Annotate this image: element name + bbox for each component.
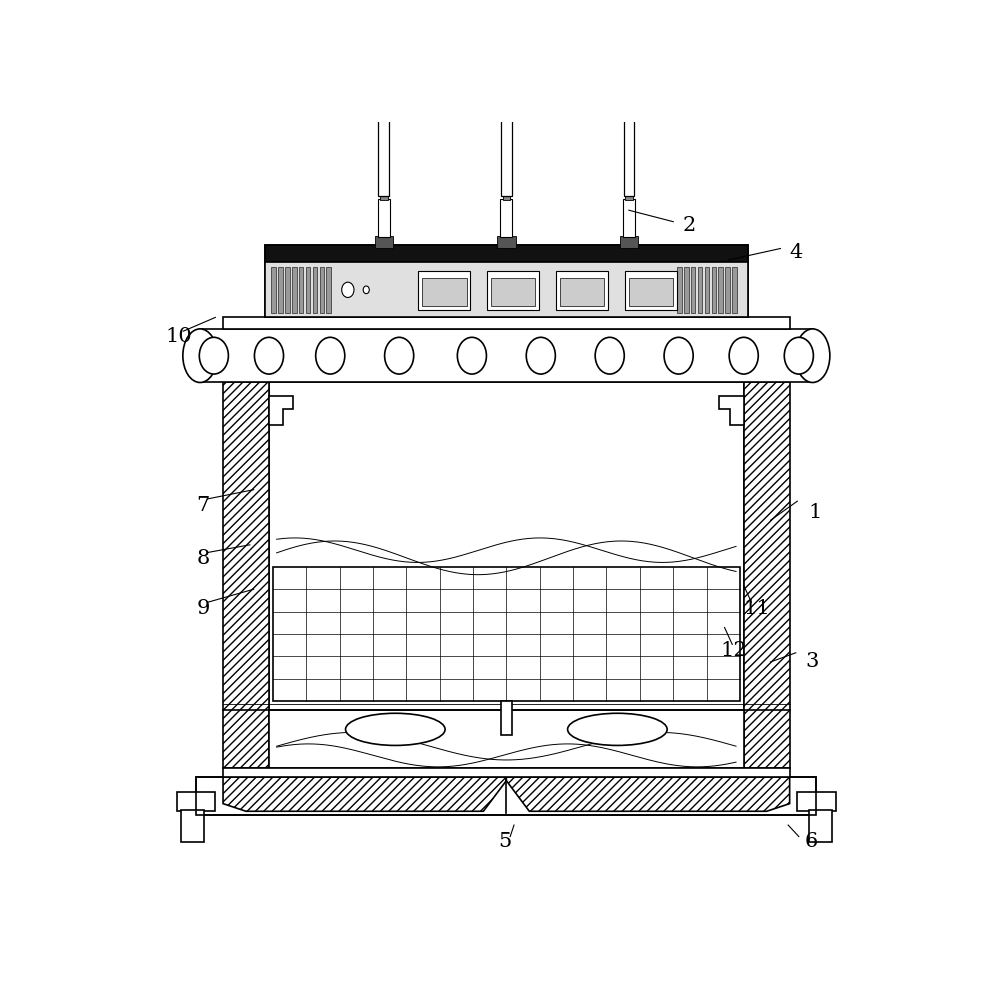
Bar	[265, 245, 748, 262]
Bar	[684, 267, 689, 313]
Bar	[503, 95, 510, 108]
Bar	[422, 278, 466, 306]
Bar	[305, 267, 310, 313]
Bar	[619, 236, 638, 248]
Bar	[501, 108, 512, 196]
Text: 4: 4	[789, 243, 803, 262]
Bar	[326, 267, 331, 313]
Bar	[177, 792, 215, 811]
Bar	[623, 108, 634, 196]
Ellipse shape	[457, 337, 486, 374]
Bar	[625, 95, 632, 108]
Ellipse shape	[595, 337, 624, 374]
Text: 11: 11	[744, 599, 771, 618]
Bar	[197, 777, 816, 815]
Bar	[223, 317, 789, 329]
Bar	[622, 199, 635, 237]
Bar	[487, 271, 539, 310]
Bar	[265, 245, 748, 317]
Bar	[809, 810, 832, 842]
Text: 1: 1	[809, 503, 822, 522]
Bar	[500, 199, 513, 237]
Text: 3: 3	[805, 652, 818, 671]
Bar	[418, 271, 470, 310]
Text: 12: 12	[720, 641, 747, 660]
Ellipse shape	[729, 337, 758, 374]
Polygon shape	[269, 396, 293, 425]
Ellipse shape	[346, 713, 445, 745]
Polygon shape	[719, 396, 744, 425]
Bar	[497, 236, 516, 248]
Polygon shape	[506, 777, 789, 811]
Bar	[491, 278, 535, 306]
Text: 8: 8	[197, 549, 209, 568]
Bar	[312, 267, 317, 313]
Ellipse shape	[200, 337, 228, 374]
Bar	[501, 701, 512, 735]
Bar	[269, 710, 744, 768]
Bar	[725, 267, 730, 313]
Bar	[691, 267, 696, 313]
Bar	[197, 777, 816, 815]
Bar	[269, 382, 744, 768]
Ellipse shape	[527, 337, 555, 374]
Bar	[374, 236, 393, 248]
Text: 9: 9	[197, 599, 209, 618]
Bar	[704, 267, 709, 313]
Bar	[732, 267, 737, 313]
Bar	[711, 267, 716, 313]
Ellipse shape	[342, 282, 354, 297]
Bar	[629, 278, 673, 306]
Text: 5: 5	[499, 832, 512, 851]
Bar	[200, 329, 812, 382]
Ellipse shape	[183, 329, 217, 382]
Bar	[377, 199, 390, 237]
Bar	[265, 262, 748, 317]
Bar	[292, 267, 296, 313]
Bar	[698, 267, 702, 313]
Polygon shape	[223, 777, 506, 811]
Bar	[380, 194, 387, 200]
Bar	[223, 382, 269, 768]
Bar	[273, 567, 740, 701]
Text: 10: 10	[166, 327, 193, 346]
Bar	[718, 267, 723, 313]
Text: 6: 6	[805, 832, 818, 851]
Bar	[556, 271, 609, 310]
Ellipse shape	[255, 337, 284, 374]
Bar	[744, 382, 789, 768]
Bar	[503, 194, 510, 200]
Bar	[298, 267, 303, 313]
Bar	[560, 278, 605, 306]
Bar	[181, 810, 204, 842]
Bar	[272, 267, 276, 313]
Bar	[286, 267, 289, 313]
Text: 2: 2	[683, 216, 696, 235]
Ellipse shape	[664, 337, 694, 374]
Bar	[279, 267, 283, 313]
Bar	[625, 271, 677, 310]
Ellipse shape	[568, 713, 667, 745]
Bar	[378, 108, 389, 196]
Bar	[797, 792, 836, 811]
Ellipse shape	[784, 337, 813, 374]
Bar	[677, 267, 682, 313]
Bar	[625, 194, 632, 200]
Ellipse shape	[316, 337, 345, 374]
Bar	[380, 95, 387, 108]
Text: 7: 7	[197, 496, 209, 515]
Bar	[223, 768, 789, 777]
Ellipse shape	[384, 337, 414, 374]
Bar	[319, 267, 324, 313]
Ellipse shape	[795, 329, 830, 382]
Ellipse shape	[364, 286, 370, 294]
